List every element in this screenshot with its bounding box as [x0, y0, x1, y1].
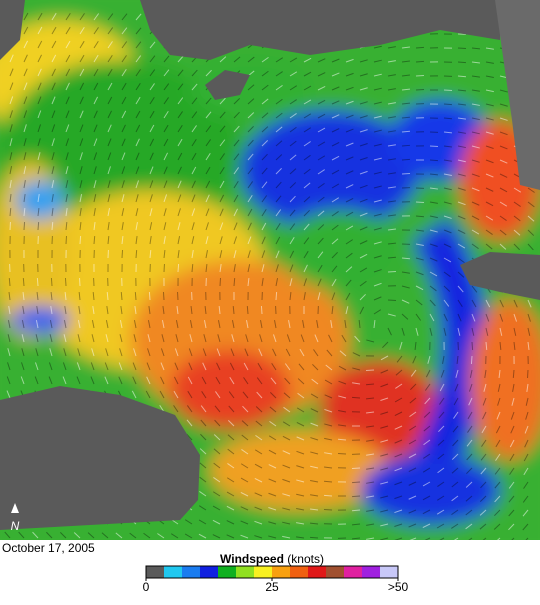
- date-label: October 17, 2005: [2, 541, 95, 555]
- colorbar-swatch: [380, 566, 399, 578]
- wind-vector: [122, 250, 123, 258]
- colorbar-swatch: [326, 566, 345, 578]
- colorbar-tick-label: >50: [388, 580, 409, 594]
- wind-vector: [402, 145, 410, 146]
- colorbar-swatch: [182, 566, 201, 578]
- wind-vector: [416, 61, 424, 62]
- wind-vector: [338, 453, 346, 454]
- wind-vector: [37, 278, 38, 286]
- wind-vector: [352, 496, 360, 497]
- wind-vector: [416, 47, 424, 48]
- colorbar-swatch: [272, 566, 291, 578]
- wind-vector: [65, 278, 66, 286]
- legend-title: Windspeed (knots): [220, 552, 324, 566]
- colorbar-swatch: [218, 566, 237, 578]
- wind-vector: [388, 271, 396, 272]
- wind-vector: [444, 118, 452, 119]
- wind-vector: [402, 159, 410, 160]
- colorbar-swatch: [344, 566, 363, 578]
- wind-vector: [471, 356, 472, 364]
- wind-vector: [234, 278, 235, 286]
- colorbar-swatch: [308, 566, 327, 578]
- north-label: N: [11, 519, 20, 533]
- wind-vector: [136, 250, 137, 258]
- wind-vector: [94, 236, 95, 244]
- colorbar-swatch: [146, 566, 165, 578]
- wind-vector: [310, 537, 318, 538]
- colorbar-swatch: [236, 566, 255, 578]
- wind-vector: [276, 292, 277, 300]
- colorbar: 0 25 >50: [143, 566, 409, 594]
- wind-vector: [444, 104, 452, 105]
- wind-vector: [23, 278, 24, 286]
- colorbar-tick-label: 25: [265, 580, 279, 594]
- wind-vector: [513, 370, 514, 378]
- wind-vector: [135, 292, 136, 300]
- wind-vector: [51, 278, 52, 286]
- wind-vector: [324, 495, 332, 496]
- wind-vector: [261, 306, 262, 314]
- wind-vector: [38, 222, 39, 230]
- wind-vector: [402, 173, 410, 174]
- colorbar-swatch: [164, 566, 183, 578]
- wind-vector: [80, 236, 81, 244]
- wind-vector: [416, 75, 424, 76]
- wind-vector: [416, 202, 424, 203]
- wind-vector: [458, 48, 466, 49]
- colorbar-swatch: [200, 566, 219, 578]
- colorbar-tick-label: 0: [143, 580, 150, 594]
- wind-vector: [9, 278, 10, 286]
- legend-title-main: Windspeed: [220, 552, 284, 566]
- colorbar-swatch: [290, 566, 309, 578]
- wind-vector: [472, 342, 473, 350]
- wind-map: N: [0, 0, 540, 560]
- colorbar-swatch: [254, 566, 273, 578]
- wind-vector: [352, 482, 360, 483]
- wind-vector: [352, 397, 360, 398]
- colorbar-swatch: [362, 566, 381, 578]
- wind-vector: [458, 62, 466, 63]
- wind-vector: [149, 292, 150, 300]
- wind-vector: [121, 292, 122, 300]
- wind-vector: [220, 278, 221, 286]
- wind-vector: [163, 292, 164, 300]
- wind-vector: [247, 306, 248, 314]
- legend-unit: (knots): [287, 552, 324, 566]
- wind-vector: [24, 222, 25, 230]
- wind-vector: [178, 264, 179, 272]
- wind-vector: [430, 160, 438, 161]
